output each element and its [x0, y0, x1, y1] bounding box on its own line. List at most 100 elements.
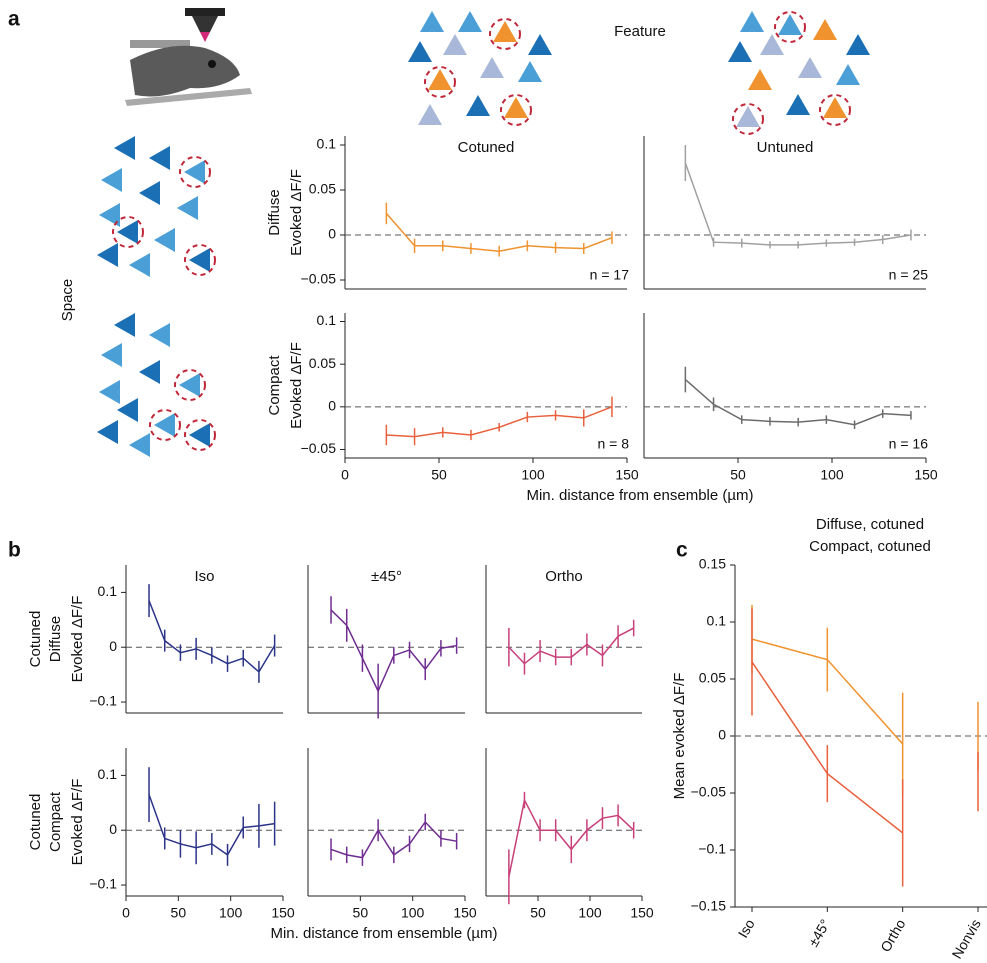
y-tick-label: 0.05 [309, 355, 336, 371]
triangle-icon [179, 373, 200, 397]
triangle-icon [189, 248, 210, 272]
target-circle [732, 103, 764, 135]
x-tick-label: 50 [431, 467, 447, 483]
y-tick-label: 0 [109, 638, 117, 654]
y-axis-label: Mean evoked ΔF/F [671, 673, 688, 800]
y-tick-label: 0 [328, 226, 336, 242]
y-tick-label: 0.05 [699, 670, 726, 686]
mouse-illustration [125, 8, 252, 106]
column-title: Iso [194, 568, 214, 585]
objective [185, 8, 225, 16]
target-circle [489, 18, 521, 50]
series-line [684, 162, 912, 246]
target-circle [424, 66, 456, 98]
y-tick-label: −0.1 [698, 841, 726, 857]
x-tick-label: 100 [521, 467, 545, 483]
triangle-icon [117, 398, 138, 422]
triangle-icon [129, 253, 150, 277]
y-tick-label: 0.1 [707, 613, 727, 629]
feature-label: Feature [614, 23, 666, 40]
column-title: Ortho [545, 568, 583, 585]
column-title: Untuned [757, 139, 814, 156]
row-label: Diffuse [266, 189, 283, 235]
target-circle [500, 94, 532, 126]
triangle-icon [97, 420, 118, 444]
triangle-icon [443, 34, 467, 55]
triangle-icon [813, 19, 837, 40]
x-tick-label: 100 [219, 905, 243, 921]
target-circle [179, 156, 211, 188]
triangle-icon [528, 34, 552, 55]
series-line [386, 406, 613, 438]
triangle-icon [154, 413, 175, 437]
triangle-icon [778, 14, 802, 35]
triangle-icon [760, 34, 784, 55]
triangle-icon [139, 360, 160, 384]
target-circle [184, 244, 216, 276]
space-label: Space [59, 279, 76, 322]
triangle-icon [480, 57, 504, 78]
row-label: Compact [266, 355, 283, 416]
triangle-icon [101, 343, 122, 367]
objective-lens [192, 16, 218, 32]
n-annotation: n = 8 [597, 436, 629, 452]
triangle-icon [420, 11, 444, 32]
triangle-icon [836, 64, 860, 85]
triangle-icon [736, 106, 760, 127]
x-tick-label: 100 [401, 905, 425, 921]
triangle-icon [518, 61, 542, 82]
y-tick-label: 0 [718, 727, 726, 743]
y-tick-label: −0.05 [301, 271, 337, 287]
target-circle [149, 409, 181, 441]
triangle-icon [458, 11, 482, 32]
x-tick-label: 50 [730, 467, 746, 483]
n-annotation: n = 25 [889, 267, 929, 283]
x-tick-label: 0 [122, 905, 130, 921]
y-tick-label: −0.1 [89, 876, 117, 892]
triangle-icon [493, 21, 517, 42]
target-circle [819, 94, 851, 126]
x-tick-label: 50 [353, 905, 369, 921]
triangle-icon [823, 97, 847, 118]
y-tick-label: −0.05 [691, 784, 727, 800]
triangle-icon [748, 69, 772, 90]
target-circle [112, 216, 144, 248]
triangle-icon [114, 313, 135, 337]
x-tick-label: 100 [820, 467, 844, 483]
column-title: Cotuned [458, 139, 515, 156]
legend-entry: Compact, cotuned [809, 538, 931, 555]
y-tick-label: −0.15 [691, 898, 727, 914]
triangle-icon [798, 57, 822, 78]
row-label: Compact [47, 791, 64, 852]
x-tick-label: Iso [735, 916, 758, 940]
triangle-icon [786, 94, 810, 115]
x-tick-label: 50 [171, 905, 187, 921]
triangle-icon [114, 136, 135, 160]
x-tick-label: Nonvis [949, 916, 984, 961]
triangle-icon [154, 228, 175, 252]
panel-label: c [676, 539, 688, 562]
y-tick-label: −0.1 [89, 693, 117, 709]
y-tick-label: 0.1 [98, 583, 118, 599]
x-tick-label: 100 [578, 905, 602, 921]
triangle-icon [504, 97, 528, 118]
triangle-icon [418, 104, 442, 125]
series-line [385, 212, 613, 252]
triangle-icon [99, 380, 120, 404]
x-tick-label: 150 [630, 905, 654, 921]
column-title: ±45° [371, 568, 402, 585]
triangle-icon [97, 243, 118, 267]
triangle-icon [189, 423, 210, 447]
triangle-icon [177, 196, 198, 220]
row-label: Diffuse [47, 616, 64, 662]
triangle-icon [129, 433, 150, 457]
y-tick-label: 0 [328, 398, 336, 414]
laser [200, 32, 210, 42]
triangle-icon [740, 11, 764, 32]
x-tick-label: 150 [271, 905, 295, 921]
platform [125, 88, 252, 106]
row-label: Cotuned [27, 611, 44, 668]
triangle-icon [466, 95, 490, 116]
x-axis-label: Min. distance from ensemble (µm) [526, 487, 753, 504]
